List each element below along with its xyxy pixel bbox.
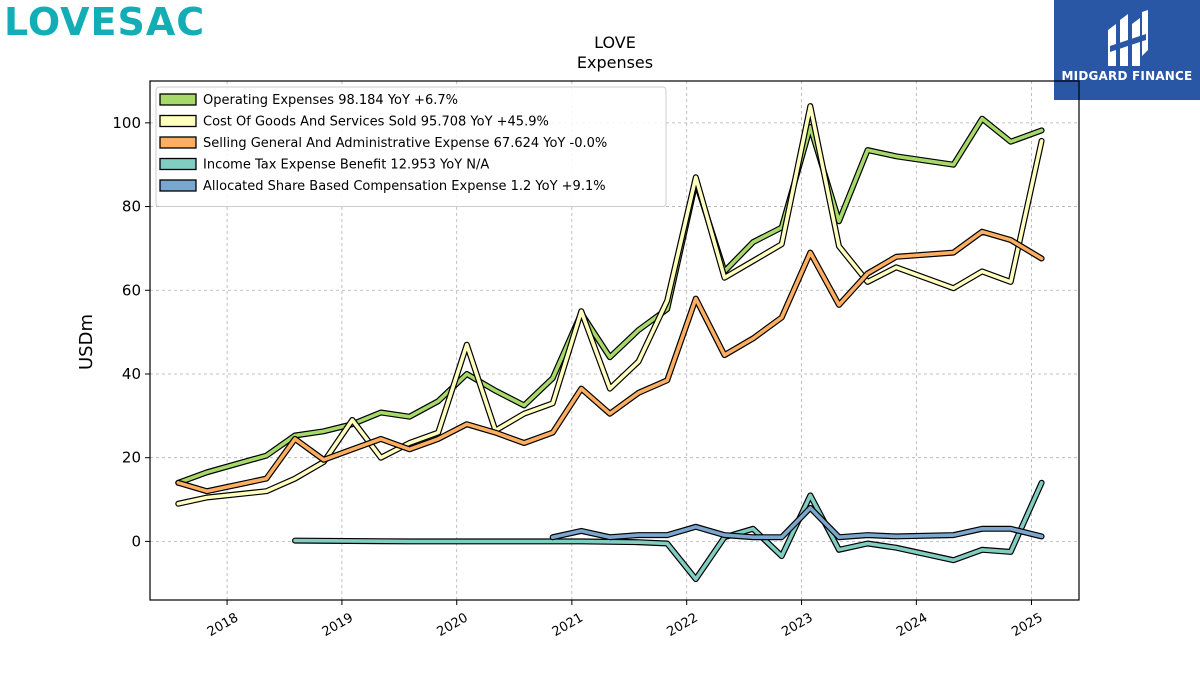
legend-swatch — [159, 93, 197, 106]
legend-swatch — [159, 114, 197, 128]
series-line — [176, 229, 1044, 493]
x-tick-label: 2021 — [550, 610, 586, 640]
x-tick-label: 2025 — [1009, 610, 1045, 640]
series-3 — [175, 228, 1045, 495]
legend-label: Operating Expenses 98.184 YoY +6.7% — [203, 93, 458, 108]
series-line — [176, 104, 1044, 506]
x-tick-label: 2019 — [320, 610, 356, 640]
chart-title: LOVE — [594, 33, 636, 52]
legend-swatch — [159, 179, 197, 192]
x-tick-label: 2022 — [665, 610, 701, 640]
x-tick-label: 2023 — [779, 610, 815, 640]
partner-name: MIDGARD FINANCE — [1061, 69, 1193, 83]
y-tick-label: 0 — [131, 532, 141, 550]
series-line — [293, 481, 1044, 581]
y-tick-label: 20 — [122, 449, 141, 467]
legend-swatch — [159, 157, 197, 171]
legend-label: Allocated Share Based Compensation Expen… — [203, 179, 606, 194]
midgard-finance-logo: MIDGARD FINANCE — [1054, 0, 1200, 100]
chart-subtitle: Expenses — [577, 53, 653, 72]
plot-frame — [149, 80, 1080, 601]
series-1 — [175, 115, 1045, 486]
legend-swatch — [159, 136, 197, 149]
series-5 — [549, 504, 1045, 541]
y-axis-label: USDm — [76, 314, 97, 370]
legend-label: Cost Of Goods And Services Sold 95.708 Y… — [203, 115, 549, 130]
series-line — [550, 506, 1044, 539]
x-tick-label: 2024 — [894, 610, 930, 640]
x-tick-label: 2018 — [205, 610, 241, 640]
series-line — [176, 116, 1044, 485]
y-tick-label: 100 — [112, 114, 141, 132]
series-4 — [292, 479, 1045, 583]
lovesac-logo: LOVESAC — [4, 0, 206, 44]
legend-box — [155, 86, 667, 207]
series-line-outline — [292, 479, 1045, 583]
series-lines — [175, 103, 1045, 583]
legend-label: Selling General And Administrative Expen… — [203, 136, 607, 151]
y-tick-label: 80 — [122, 198, 141, 216]
midgard-emblem-icon — [1108, 10, 1148, 66]
legend: Operating Expenses 98.184 YoY +6.7% Cost … — [155, 86, 667, 207]
legend-label: Income Tax Expense Benefit 12.953 YoY N/… — [203, 158, 489, 173]
y-tick-label: 40 — [122, 365, 141, 383]
series-2 — [175, 103, 1045, 507]
y-tick-label: 60 — [122, 281, 141, 299]
x-tick-label: 2020 — [435, 610, 471, 640]
